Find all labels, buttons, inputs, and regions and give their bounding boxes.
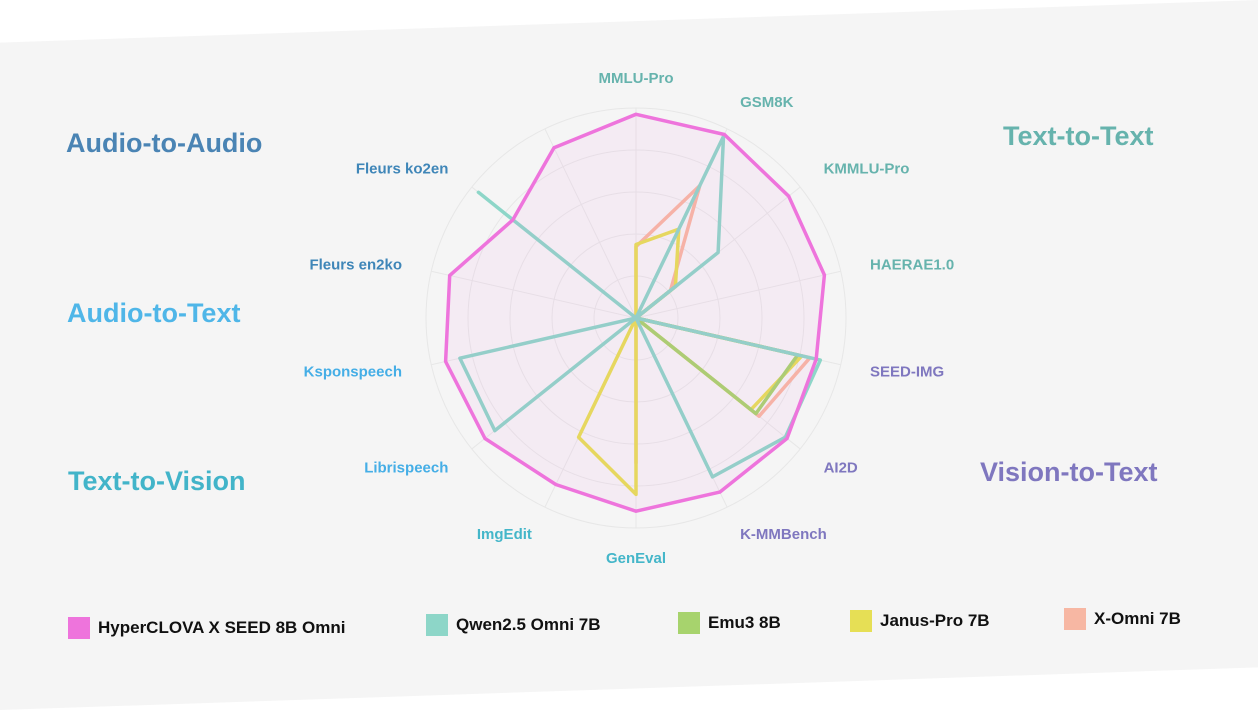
legend-swatch <box>68 617 90 639</box>
legend-item-hyperclova: HyperCLOVA X SEED 8B Omni <box>68 617 346 639</box>
axis-label: Ksponspeech <box>304 363 402 380</box>
axis-label: Fleurs ko2en <box>356 160 449 177</box>
legend-item-emu3: Emu3 8B <box>678 612 781 634</box>
axis-label: KMMLU-Pro <box>824 160 910 177</box>
legend-label: Janus-Pro 7B <box>880 611 990 630</box>
axis-label: Fleurs en2ko <box>309 257 402 274</box>
category-text-to-vision: Text-to-Vision <box>68 466 246 496</box>
category-audio-to-text: Audio-to-Text <box>67 298 241 328</box>
legend-swatch <box>850 610 872 632</box>
grid-spoke <box>544 128 637 319</box>
radar-series <box>443 112 827 513</box>
category-text-to-text: Text-to-Text <box>1003 121 1154 151</box>
grid-spoke <box>431 270 637 319</box>
legend-item-janus: Janus-Pro 7B <box>850 610 990 632</box>
legend-swatch <box>1064 608 1086 630</box>
category-vision-to-text: Vision-to-Text <box>980 457 1158 487</box>
legend-swatch <box>678 612 700 634</box>
axis-label: SEED-IMG <box>870 363 944 380</box>
legend-item-qwen: Qwen2.5 Omni 7B <box>426 614 601 636</box>
series-qwen2-5-omni-7b <box>458 134 823 479</box>
series-hyperclova-x-seed-8b-omni <box>443 112 827 513</box>
axis-label: ImgEdit <box>477 526 532 543</box>
legend-label: Qwen2.5 Omni 7B <box>456 615 601 634</box>
axis-label: MMLU-Pro <box>599 70 674 87</box>
axis-label: HAERAE1.0 <box>870 257 954 274</box>
legend-label: Emu3 8B <box>708 613 781 632</box>
axis-label: Librispeech <box>364 460 448 477</box>
axis-label: K-MMBench <box>740 526 827 543</box>
legend-item-xomni: X-Omni 7B <box>1064 608 1181 630</box>
legend-label: HyperCLOVA X SEED 8B Omni <box>98 618 346 637</box>
legend-swatch <box>426 614 448 636</box>
category-audio-to-audio: Audio-to-Audio <box>66 128 263 158</box>
axis-labels: MMLU-Pro GSM8K KMMLU-Pro HAERAE1.0 SEED-IMG A… <box>304 70 955 567</box>
axis-label: GSM8K <box>740 94 794 111</box>
grid-spoke <box>635 270 841 319</box>
axis-label: AI2D <box>824 460 858 477</box>
legend-label: X-Omni 7B <box>1094 609 1181 628</box>
axis-label: GenEval <box>606 550 666 567</box>
